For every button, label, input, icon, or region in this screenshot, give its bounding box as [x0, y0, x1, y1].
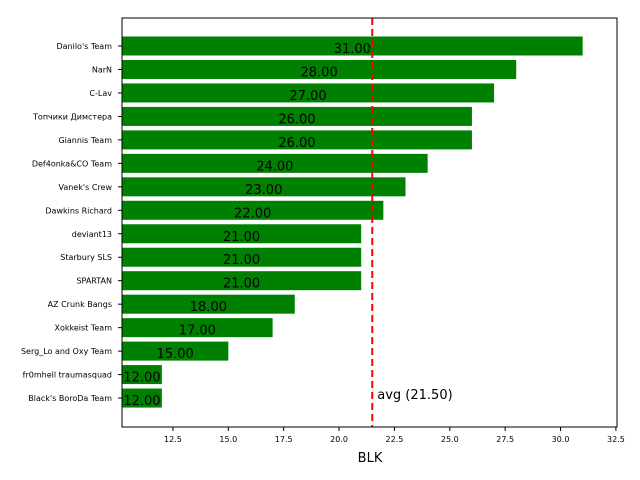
y-tick-label: Black's BoroDa Team [28, 394, 112, 403]
bar [122, 200, 384, 220]
bar-value-label: 23.00 [245, 183, 282, 198]
y-tick-label: SPARTAN [76, 277, 112, 286]
bar-value-label: 17.00 [179, 324, 216, 339]
y-tick-label: NarN [92, 65, 112, 74]
bar-value-label: 12.00 [123, 371, 160, 386]
x-tick-label: 22.5 [386, 435, 404, 444]
bar [122, 59, 517, 79]
y-tick-label: Def4onka&CO Team [32, 159, 112, 168]
y-tick-label: Топчики Димстера [32, 112, 112, 121]
y-tick-label: Giannis Team [58, 136, 112, 145]
bar [122, 153, 428, 173]
x-axis-label: BLK [358, 451, 383, 466]
x-tick-label: 20.0 [330, 435, 348, 444]
bar-value-label: 15.00 [157, 347, 194, 362]
bar [122, 388, 162, 408]
bar-value-label: 18.00 [190, 300, 227, 315]
bar [122, 318, 273, 338]
y-tick-label: C-Lav [89, 89, 112, 98]
x-tick-label: 25.0 [441, 435, 459, 444]
y-tick-label: deviant13 [72, 230, 112, 239]
x-tick-label: 32.5 [607, 435, 625, 444]
bar [122, 224, 362, 244]
x-tick-label: 30.0 [552, 435, 570, 444]
x-tick-label: 12.5 [164, 435, 182, 444]
average-label: avg (21.50) [377, 388, 452, 403]
bar [122, 130, 472, 150]
x-axis-ticks: 12.5 15.0 17.5 20.0 22.5 25.0 27.5 30.0 32.5 [164, 427, 625, 444]
bar-value-label: 27.00 [289, 89, 326, 104]
bar-value-label: 21.00 [223, 230, 260, 245]
y-tick-label: fr0mhell traumasquad [23, 371, 112, 380]
y-tick-label: Starbury SLS [60, 253, 112, 262]
plot-frame [121, 17, 618, 428]
bar [122, 247, 362, 267]
bar [122, 271, 362, 291]
y-tick-label: Serg_Lo and Oxy Team [21, 347, 112, 356]
bar-value-label: 26.00 [278, 136, 315, 151]
y-tick-label: AZ Crunk Bangs [48, 300, 112, 309]
bar [122, 36, 583, 56]
bar-value-label: 21.00 [223, 253, 260, 268]
y-tick-label: Danilo's Team [56, 42, 112, 51]
bar-value-label: 26.00 [278, 112, 315, 127]
y-axis-labels: Danilo's Team NarN C-Lav Топчики Димстера Gi… [21, 42, 122, 403]
x-tick-label: 27.5 [496, 435, 514, 444]
bar-value-label: 31.00 [334, 42, 371, 57]
bars-group: 31.00 28.00 27.00 26.00 26.00 24.00 23.00 22.00… [122, 36, 583, 409]
bar-value-label: 24.00 [256, 159, 293, 174]
bar-value-label: 28.00 [301, 65, 338, 80]
bar [122, 294, 295, 314]
bar [122, 177, 406, 197]
y-tick-label: Vanek's Crew [59, 183, 113, 192]
bar-value-label: 12.00 [123, 394, 160, 409]
bar-value-label: 21.00 [223, 277, 260, 292]
bar [122, 341, 229, 361]
bar [122, 365, 162, 385]
bar [122, 106, 472, 126]
x-tick-label: 17.5 [275, 435, 293, 444]
y-tick-label: Dawkins Richard [45, 206, 112, 215]
bar [122, 83, 495, 103]
bar-value-label: 22.00 [234, 206, 271, 221]
x-tick-label: 15.0 [219, 435, 237, 444]
y-tick-label: Xokkeist Team [55, 324, 113, 333]
